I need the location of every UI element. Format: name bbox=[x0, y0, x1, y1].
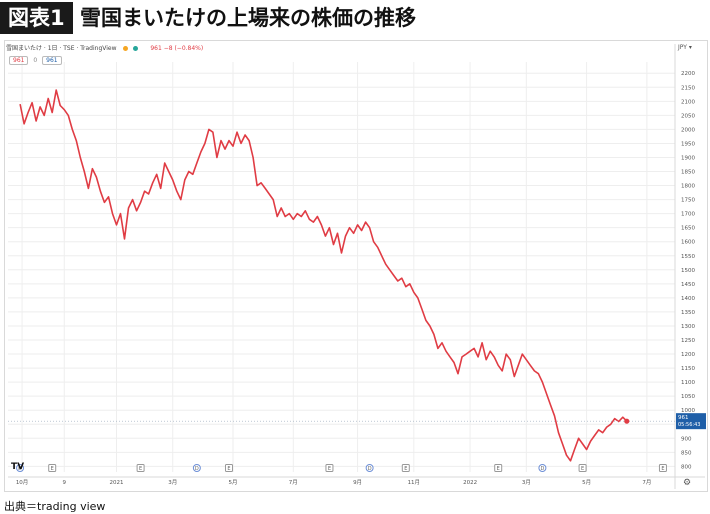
dividend-event-marker bbox=[538, 464, 547, 472]
separator: 0 bbox=[33, 57, 38, 64]
event-label: E bbox=[328, 466, 331, 472]
y-tick-label: 1250 bbox=[681, 338, 695, 344]
status-dot-icon bbox=[123, 46, 129, 51]
tradingview-logo[interactable]: TV bbox=[11, 462, 25, 472]
event-label: D bbox=[195, 466, 199, 472]
event-label: D bbox=[540, 466, 544, 472]
earnings-event-marker bbox=[325, 464, 334, 472]
event-label: E bbox=[51, 466, 54, 472]
y-tick-label: 1350 bbox=[681, 310, 695, 316]
y-tick-label: 2150 bbox=[681, 85, 695, 91]
earnings-event-marker bbox=[136, 464, 145, 472]
price-change: 961 −8 (−0.84%) bbox=[150, 45, 204, 52]
y-tick-label: 1500 bbox=[681, 268, 695, 274]
earnings-event-marker bbox=[578, 464, 587, 472]
x-tick-label: 2021 bbox=[109, 480, 123, 486]
dividend-event-marker bbox=[192, 464, 201, 472]
y-tick-label: 1650 bbox=[681, 226, 695, 232]
y-tick-label: 800 bbox=[681, 464, 692, 470]
y-tick-label: 2200 bbox=[681, 71, 695, 77]
y-tick-label: 900 bbox=[681, 436, 692, 442]
event-label: E bbox=[404, 466, 407, 472]
source-caption: 出典＝trading view bbox=[4, 500, 106, 513]
header: 図表1 雪国まいたけの上場来の株価の推移 bbox=[0, 0, 710, 38]
y-tick-label: 1450 bbox=[681, 282, 695, 288]
event-label: D bbox=[18, 466, 22, 472]
close-box[interactable]: 961 bbox=[42, 56, 62, 65]
ohlc-row: 961 0 961 bbox=[9, 56, 65, 65]
x-tick-label: 10月 bbox=[16, 479, 29, 486]
dividend-event-marker bbox=[365, 464, 374, 472]
last-price-value: 961 bbox=[678, 415, 689, 421]
chart-legend: 雪国まいたけ · 1日 · TSE · TradingView 961 −8 (… bbox=[6, 43, 208, 52]
y-tick-label: 850 bbox=[681, 450, 692, 456]
x-tick-label: 9月 bbox=[353, 479, 362, 486]
y-tick-label: 1700 bbox=[681, 212, 695, 218]
y-tick-label: 1000 bbox=[681, 408, 695, 414]
y-tick-label: 2000 bbox=[681, 127, 695, 133]
earnings-event-marker bbox=[658, 464, 667, 472]
event-label: E bbox=[497, 466, 500, 472]
last-price-point bbox=[624, 418, 630, 424]
y-tick-label: 2050 bbox=[681, 113, 695, 119]
currency-selector[interactable]: JPY ▾ bbox=[678, 44, 692, 51]
open-box[interactable]: 961 bbox=[9, 56, 29, 65]
y-tick-label: 1050 bbox=[681, 394, 695, 400]
x-tick-label: 11月 bbox=[408, 479, 421, 486]
x-tick-label: 7月 bbox=[289, 479, 298, 486]
status-dots bbox=[123, 45, 143, 52]
earnings-event-marker bbox=[224, 464, 233, 472]
last-price-tag bbox=[676, 413, 706, 430]
y-tick-label: 1550 bbox=[681, 254, 695, 260]
status-dot-icon bbox=[133, 46, 139, 51]
event-label: E bbox=[227, 466, 230, 472]
y-tick-label: 1850 bbox=[681, 170, 695, 176]
dividend-event-marker bbox=[16, 464, 25, 472]
y-tick-label: 1750 bbox=[681, 198, 695, 204]
earnings-event-marker bbox=[494, 464, 503, 472]
gear-icon[interactable]: ⚙ bbox=[683, 478, 692, 488]
page-title: 雪国まいたけの上場来の株価の推移 bbox=[80, 6, 416, 30]
event-label: E bbox=[139, 466, 142, 472]
last-price-time: 05:56:43 bbox=[678, 422, 700, 428]
figure-badge: 図表1 bbox=[0, 2, 73, 34]
y-tick-label: 1600 bbox=[681, 240, 695, 246]
y-tick-label: 1800 bbox=[681, 184, 695, 190]
y-tick-label: 1400 bbox=[681, 296, 695, 302]
event-label: E bbox=[581, 466, 584, 472]
y-tick-label: 1100 bbox=[681, 380, 695, 386]
y-tick-label: 1150 bbox=[681, 366, 695, 372]
x-tick-label: 5月 bbox=[229, 479, 238, 486]
x-tick-label: 7月 bbox=[642, 479, 651, 486]
x-tick-label: 9 bbox=[63, 480, 67, 486]
y-tick-label: 2100 bbox=[681, 99, 695, 105]
y-tick-label: 1300 bbox=[681, 324, 695, 330]
x-tick-label: 5月 bbox=[582, 479, 591, 486]
x-tick-label: 3月 bbox=[168, 479, 177, 486]
price-series-line bbox=[19, 89, 628, 462]
y-tick-label: 1200 bbox=[681, 352, 695, 358]
x-tick-label: 2022 bbox=[463, 480, 477, 486]
earnings-event-marker bbox=[401, 464, 410, 472]
event-label: D bbox=[368, 466, 372, 472]
y-tick-label: 1900 bbox=[681, 155, 695, 161]
event-label: E bbox=[661, 466, 664, 472]
x-tick-label: 3月 bbox=[522, 479, 531, 486]
earnings-event-marker bbox=[48, 464, 57, 472]
symbol-label[interactable]: 雪国まいたけ · 1日 · TSE · TradingView bbox=[6, 45, 117, 52]
y-tick-label: 1950 bbox=[681, 141, 695, 147]
